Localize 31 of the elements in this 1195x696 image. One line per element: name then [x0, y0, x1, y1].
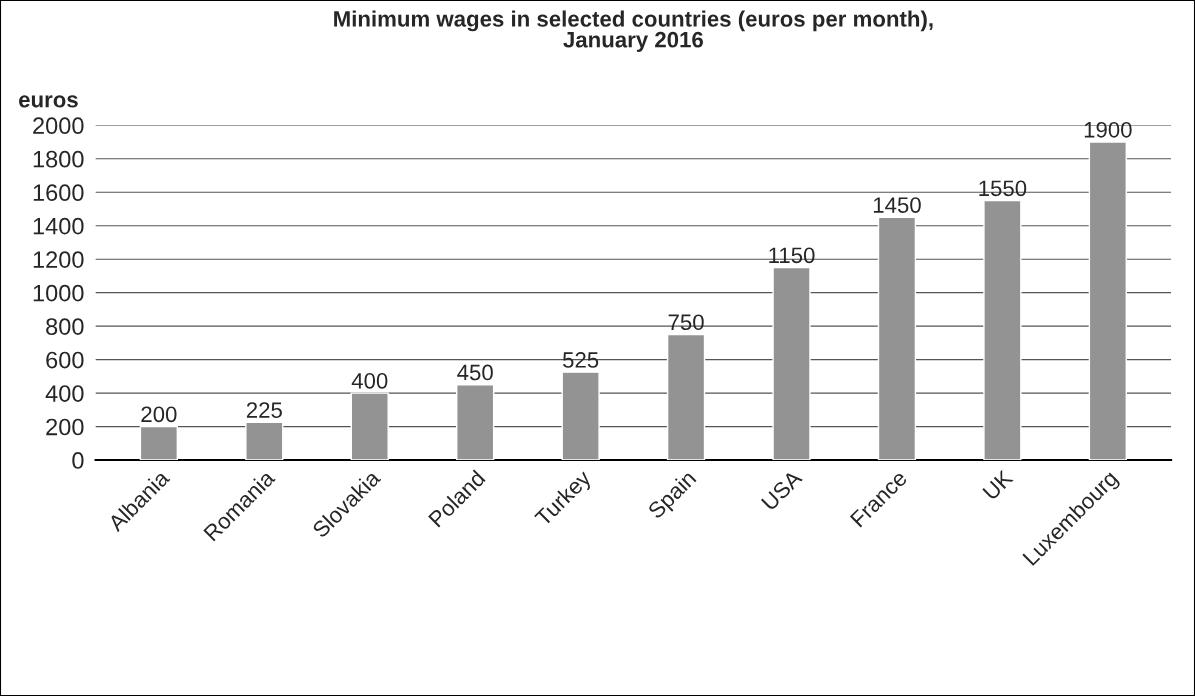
bar — [456, 384, 495, 461]
data-label: 200 — [141, 406, 177, 423]
bar — [350, 392, 389, 461]
y-tick-label: 1200 — [33, 251, 84, 268]
y-tick-label: 800 — [46, 318, 84, 335]
bar — [245, 421, 284, 461]
y-tick-label: 1000 — [33, 284, 84, 302]
y-axis-title: euros — [19, 95, 78, 108]
chart-title: Minimum wages in selected countries (euros per month), January 2016 — [334, 10, 933, 52]
bar — [561, 371, 600, 461]
bar — [139, 425, 179, 461]
bar — [877, 216, 917, 461]
y-tick-label: 2000 — [33, 117, 84, 135]
x-tick-label: USA — [760, 468, 804, 512]
y-tick-label: 1600 — [33, 184, 84, 202]
bar — [772, 266, 811, 461]
data-label: 1450 — [873, 197, 921, 213]
data-label: 1900 — [1084, 121, 1132, 138]
bar — [983, 199, 1022, 461]
data-label: 450 — [457, 364, 493, 381]
y-tick-label: 400 — [45, 385, 84, 402]
y-tick-label: 0 — [72, 452, 84, 469]
data-label: 225 — [246, 402, 282, 418]
x-tick-label: UK — [982, 469, 1014, 501]
bar — [1088, 141, 1127, 461]
y-tick-label: 200 — [46, 418, 84, 436]
y-tick-label: 1400 — [33, 217, 84, 235]
bar — [666, 333, 706, 461]
y-tick-label: 600 — [46, 351, 84, 369]
data-label: 400 — [351, 372, 388, 389]
y-tick-label: 1800 — [33, 150, 84, 168]
